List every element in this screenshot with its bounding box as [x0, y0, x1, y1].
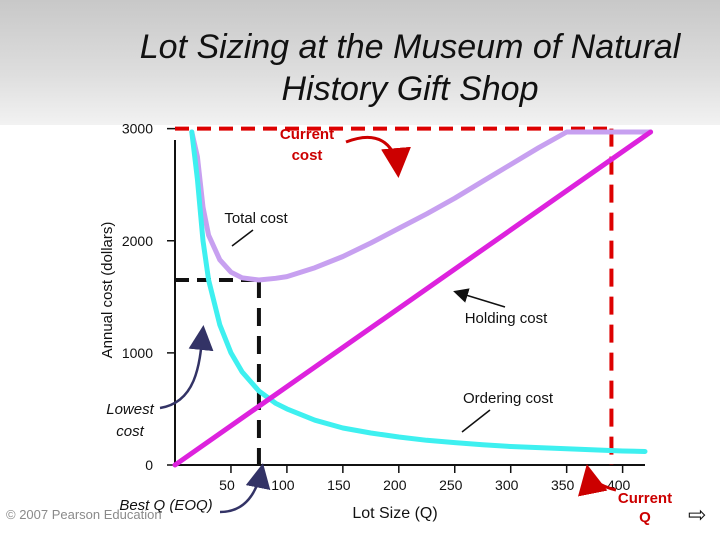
- total-cost-pointer: [231, 229, 254, 247]
- x-tick-label: 300: [495, 477, 519, 493]
- x-tick-label: 250: [439, 477, 463, 493]
- total-cost-curve: [189, 129, 654, 283]
- annotation-line: Current: [618, 490, 672, 507]
- holding-cost-annotation: Holding cost: [465, 310, 548, 327]
- y-tick-label: 1000: [122, 345, 153, 361]
- y-tick-label: 2000: [122, 233, 153, 249]
- x-tick-label: 200: [383, 477, 407, 493]
- y-tick-label: 3000: [122, 121, 153, 137]
- ordering-cost-annotation: Ordering cost: [463, 390, 554, 407]
- x-axis-label: Lot Size (Q): [352, 505, 437, 522]
- current-q-arrow: [578, 464, 617, 497]
- y-tick-label: 0: [145, 457, 153, 473]
- ordering-cost-curve: [189, 129, 648, 454]
- reference-lines: [175, 126, 614, 465]
- current-cost-annotation: Current cost: [280, 126, 334, 164]
- x-tick-label: 150: [327, 477, 351, 493]
- lowest-cost-arrow: [159, 325, 214, 410]
- annotation-line: Q: [639, 509, 651, 526]
- holding-cost-pointer: [453, 288, 506, 308]
- x-tick-label: 350: [551, 477, 575, 493]
- best-q-annotation: Best Q (EOQ): [119, 497, 212, 514]
- current-q-annotation: Current Q: [618, 490, 672, 526]
- series-layer: [172, 129, 654, 468]
- y-axis-label: Annual cost (dollars): [99, 222, 116, 359]
- x-tick-label: 50: [219, 477, 235, 493]
- current-cost-arrow: [345, 135, 411, 178]
- lowest-cost-annotation: Lowest cost: [106, 401, 154, 440]
- best-q-arrow: [219, 463, 271, 514]
- total-cost-annotation: Total cost: [224, 210, 288, 227]
- holding-cost-line: [172, 129, 654, 468]
- annotation-line: Current: [280, 126, 334, 143]
- title-background-band: [0, 0, 720, 125]
- next-slide-arrow-icon[interactable]: ⇨: [688, 502, 707, 527]
- annotation-line: cost: [292, 147, 323, 164]
- annotation-line: cost: [116, 423, 144, 440]
- annotation-line: Lowest: [106, 401, 154, 418]
- x-tick-label: 100: [271, 477, 295, 493]
- ordering-cost-pointer: [461, 409, 491, 433]
- copyright-notice: © 2007 Pearson Education: [6, 507, 162, 522]
- page-title: Lot Sizing at the Museum of Natural Hist…: [139, 28, 681, 108]
